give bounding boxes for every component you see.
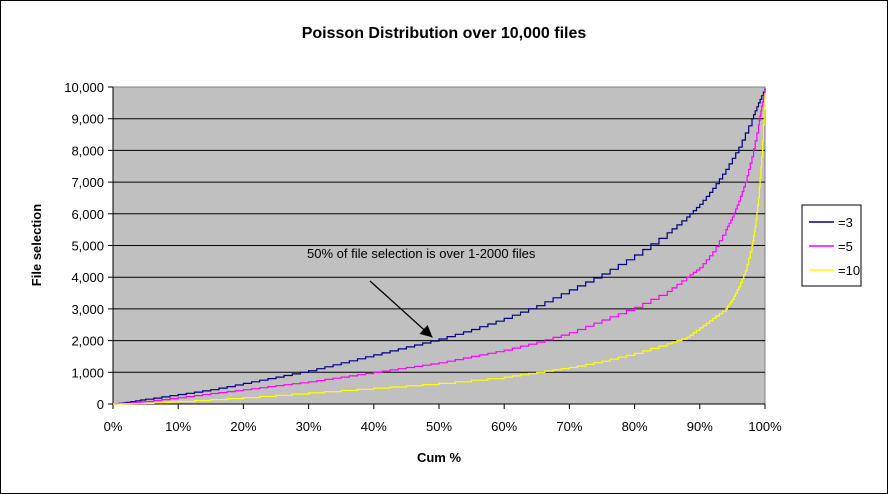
x-tick-label: 70%	[556, 419, 582, 434]
series-line-3	[113, 93, 766, 405]
series-line-2	[113, 90, 766, 405]
x-tick-label: 90%	[687, 419, 713, 434]
legend: =3 =5 =10	[801, 204, 862, 287]
y-tick-label: 8,000	[71, 143, 104, 158]
x-tick-label: 30%	[296, 419, 322, 434]
series-lines	[113, 88, 766, 405]
y-tick-label: 10,000	[64, 80, 104, 95]
y-tick-label: 1,000	[71, 365, 104, 380]
x-tick-label: 60%	[491, 419, 517, 434]
y-tick-label: 3,000	[71, 302, 104, 317]
legend-label: =5	[838, 239, 853, 254]
arrow-head	[419, 324, 433, 338]
y-tick-label: 0	[97, 397, 104, 412]
y-tick-label: 9,000	[71, 112, 104, 127]
series-line-1	[113, 88, 766, 405]
y-axis-title: File selection	[29, 204, 44, 286]
annotation-text: 50% of file selection is over 1-2000 fil…	[307, 246, 536, 261]
arrow-shaft	[369, 280, 433, 338]
x-tick-label: 10%	[165, 419, 191, 434]
x-axis-title: Cum %	[417, 450, 462, 465]
legend-items: =3 =5 =10	[809, 215, 860, 278]
x-tick-label: 0%	[104, 419, 123, 434]
y-tick-label: 6,000	[71, 207, 104, 222]
x-tick-label: 40%	[361, 419, 387, 434]
y-tick-label: 7,000	[71, 175, 104, 190]
y-tick-label: 5,000	[71, 239, 104, 254]
x-tick-label: 20%	[230, 419, 256, 434]
chart-title: Poisson Distribution over 10,000 files	[302, 25, 587, 42]
legend-label: =3	[838, 215, 853, 230]
y-axis-ticks: 0 1,000 2,000 3,000 4,000 5,000 6,000 7,000 8,00…	[64, 80, 113, 412]
y-tick-label: 2,000	[71, 334, 104, 349]
x-tick-label: 100%	[748, 419, 782, 434]
x-tick-label: 50%	[426, 419, 452, 434]
x-axis-ticks: 0% 10% 20% 30% 40% 50% 60% 70% 80% 90% 100%	[104, 87, 782, 434]
y-tick-label: 4,000	[71, 270, 104, 285]
x-tick-label: 80%	[622, 419, 648, 434]
annotation-arrow	[369, 280, 433, 338]
legend-label: =10	[838, 263, 860, 278]
